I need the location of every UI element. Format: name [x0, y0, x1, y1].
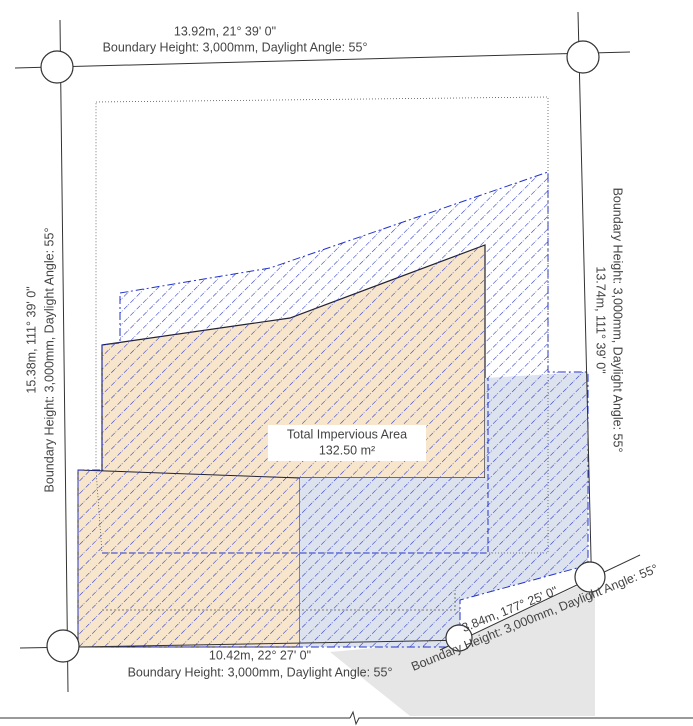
- label-box: [268, 425, 426, 461]
- rule: Boundary Height: 3,000mm, Daylight Angle…: [42, 228, 56, 493]
- dimension: 15.38m, 111° 39' 0": [24, 286, 38, 393]
- inner-offset: [102, 590, 456, 611]
- envelope-inner: [102, 378, 489, 554]
- corner-markers: [40, 40, 606, 663]
- dimension: 10.42m, 22° 27' 0": [209, 648, 311, 662]
- area-value: 132.50 m²: [319, 443, 375, 457]
- rule: Boundary Height: 3,000mm, Daylight Angle…: [611, 188, 625, 453]
- dimension: 13.92m, 21° 39' 0": [174, 24, 276, 38]
- dimension: 13.74m, 111° 39' 0": [594, 266, 608, 373]
- area-title: Total Impervious Area: [287, 427, 407, 441]
- boundaries: [0, 11, 693, 726]
- rule: Boundary Height: 3,000mm, Daylight Angle…: [128, 665, 393, 679]
- daylight-envelope: [77, 171, 589, 648]
- setback-line: [95, 96, 549, 554]
- rule: Boundary Height: 3,000mm, Daylight Angle…: [103, 40, 368, 54]
